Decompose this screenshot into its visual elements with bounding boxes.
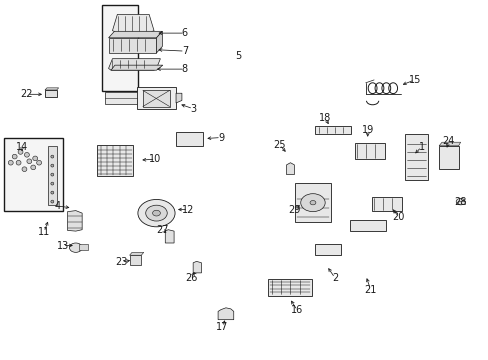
Ellipse shape [12,154,17,159]
Text: 8: 8 [182,64,187,74]
Bar [349,220,386,231]
Circle shape [309,201,315,205]
Polygon shape [129,252,143,255]
Text: 29: 29 [287,204,300,215]
Text: 9: 9 [218,132,224,143]
Text: 21: 21 [364,285,376,295]
Text: 25: 25 [273,140,285,150]
Text: 4: 4 [55,201,61,211]
Text: 5: 5 [235,51,241,61]
Polygon shape [111,65,163,70]
Bar [315,126,350,134]
Bar [48,146,57,205]
Text: 13: 13 [56,240,69,251]
Text: 27: 27 [156,225,168,235]
Bar [108,38,156,53]
Polygon shape [193,261,201,273]
Text: 12: 12 [182,204,194,215]
Text: 10: 10 [149,154,162,164]
Text: 1: 1 [418,142,424,152]
Text: 11: 11 [38,227,50,237]
Circle shape [69,243,82,252]
Bar [102,5,138,91]
Text: 23: 23 [115,257,127,267]
Text: 28: 28 [453,197,466,207]
Polygon shape [438,142,460,146]
Bar [97,145,133,176]
Ellipse shape [27,159,32,163]
Text: 7: 7 [182,46,187,56]
Text: 26: 26 [185,273,198,283]
Text: 15: 15 [407,75,420,85]
Polygon shape [165,230,174,243]
Bar [267,279,311,296]
Text: 3: 3 [190,104,196,114]
Text: 18: 18 [318,113,331,123]
Text: 16: 16 [290,305,303,315]
Bar [404,134,427,180]
Bar [295,183,330,222]
Text: 17: 17 [216,322,228,332]
Ellipse shape [51,164,54,167]
Bar [438,146,458,169]
Text: 22: 22 [20,89,33,99]
Bar [176,132,203,146]
Circle shape [152,210,160,216]
Polygon shape [45,88,59,90]
Text: 2: 2 [331,273,337,283]
Ellipse shape [16,161,21,165]
Polygon shape [176,93,182,103]
Ellipse shape [51,191,54,194]
Bar [45,90,57,97]
Bar [79,244,88,250]
Text: 19: 19 [361,125,373,135]
Ellipse shape [51,173,54,176]
Ellipse shape [18,150,23,154]
Polygon shape [286,163,294,175]
Bar [457,201,464,204]
Ellipse shape [51,182,54,185]
Bar [315,244,340,255]
Polygon shape [108,59,160,70]
Text: 20: 20 [391,212,404,222]
Ellipse shape [51,155,54,158]
Ellipse shape [22,167,27,172]
Circle shape [145,205,167,221]
Text: 6: 6 [182,28,187,38]
Text: 24: 24 [442,136,454,146]
Polygon shape [67,211,82,231]
Polygon shape [112,14,154,34]
Polygon shape [156,31,162,53]
Bar [142,90,169,107]
Ellipse shape [24,153,29,157]
Bar [129,255,141,265]
Circle shape [300,194,325,212]
Bar [371,197,401,211]
Bar [137,87,176,109]
Polygon shape [218,308,233,320]
Circle shape [455,198,464,205]
Bar [4,138,62,211]
Ellipse shape [37,161,41,165]
Polygon shape [105,92,137,104]
Bar [354,143,385,159]
Circle shape [138,199,175,227]
Polygon shape [108,31,162,38]
Ellipse shape [31,165,36,170]
Text: 14: 14 [16,142,28,152]
Ellipse shape [8,161,13,165]
Ellipse shape [51,200,54,203]
Ellipse shape [33,156,38,161]
